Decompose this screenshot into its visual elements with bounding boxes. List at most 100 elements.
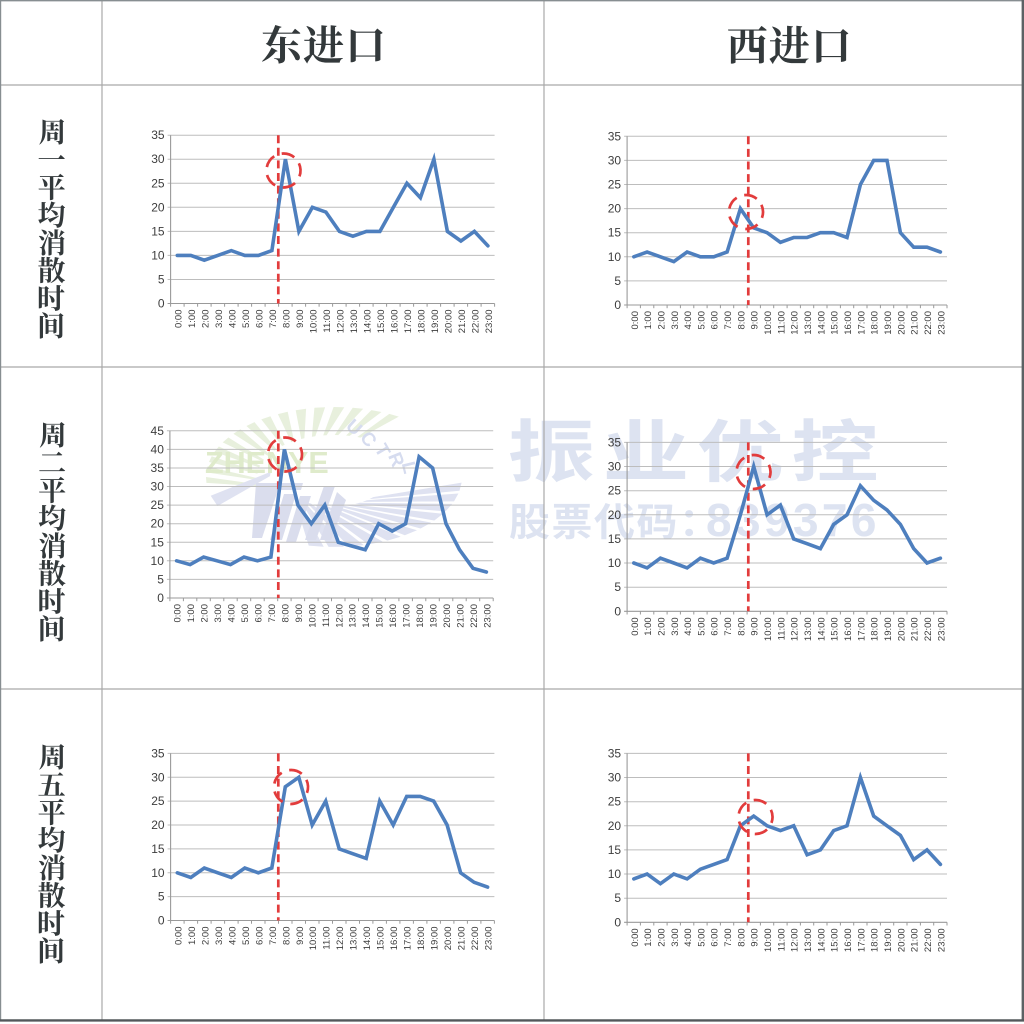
svg-text:22:00: 22:00 bbox=[470, 927, 481, 951]
svg-text:10: 10 bbox=[608, 556, 622, 570]
svg-text:10: 10 bbox=[151, 248, 165, 262]
svg-text:30: 30 bbox=[608, 153, 622, 167]
svg-text:6:00: 6:00 bbox=[710, 617, 721, 636]
svg-text:13:00: 13:00 bbox=[803, 928, 814, 952]
svg-text:12:00: 12:00 bbox=[335, 927, 346, 951]
svg-text:4:00: 4:00 bbox=[227, 310, 238, 329]
svg-text:10:00: 10:00 bbox=[307, 604, 318, 628]
svg-text:14:00: 14:00 bbox=[361, 604, 372, 628]
svg-text:6:00: 6:00 bbox=[254, 927, 265, 946]
svg-text:22:00: 22:00 bbox=[470, 310, 481, 334]
svg-text:11:00: 11:00 bbox=[322, 310, 333, 333]
svg-text:5: 5 bbox=[157, 572, 164, 586]
svg-text:20:00: 20:00 bbox=[443, 927, 454, 951]
svg-text:2:00: 2:00 bbox=[200, 927, 211, 946]
svg-text:11:00: 11:00 bbox=[321, 604, 332, 627]
svg-text:5: 5 bbox=[158, 273, 165, 287]
svg-text:19:00: 19:00 bbox=[429, 604, 440, 628]
svg-text:30: 30 bbox=[151, 152, 165, 166]
svg-text:35: 35 bbox=[151, 128, 165, 142]
svg-text:11:00: 11:00 bbox=[776, 617, 787, 640]
svg-text:15: 15 bbox=[608, 843, 622, 857]
svg-text:3:00: 3:00 bbox=[213, 604, 224, 623]
svg-text:25: 25 bbox=[151, 498, 165, 512]
svg-text:5:00: 5:00 bbox=[241, 927, 252, 946]
svg-text:15: 15 bbox=[151, 535, 165, 549]
svg-text:5:00: 5:00 bbox=[696, 617, 707, 636]
svg-text:2:00: 2:00 bbox=[656, 617, 667, 636]
svg-text:12:00: 12:00 bbox=[334, 604, 345, 628]
svg-text:3:00: 3:00 bbox=[214, 310, 225, 329]
svg-text:7:00: 7:00 bbox=[723, 928, 734, 947]
svg-text:16:00: 16:00 bbox=[843, 617, 854, 641]
svg-text:20: 20 bbox=[608, 202, 622, 216]
svg-text:13:00: 13:00 bbox=[803, 617, 814, 641]
svg-text:7:00: 7:00 bbox=[723, 617, 734, 636]
svg-text:15: 15 bbox=[151, 842, 165, 856]
svg-text:20:00: 20:00 bbox=[443, 310, 454, 334]
svg-text:8:00: 8:00 bbox=[736, 928, 747, 947]
svg-text:9:00: 9:00 bbox=[750, 928, 761, 947]
svg-text:18:00: 18:00 bbox=[870, 617, 881, 641]
svg-text:23:00: 23:00 bbox=[936, 311, 947, 335]
svg-text:20: 20 bbox=[151, 517, 165, 531]
svg-text:1:00: 1:00 bbox=[187, 927, 198, 946]
svg-text:23:00: 23:00 bbox=[936, 617, 947, 641]
svg-text:21:00: 21:00 bbox=[910, 617, 921, 641]
svg-text:9:00: 9:00 bbox=[750, 311, 761, 330]
svg-text:10: 10 bbox=[151, 554, 165, 568]
svg-text:0:00: 0:00 bbox=[173, 927, 184, 946]
svg-text:30: 30 bbox=[151, 480, 165, 494]
svg-text:2:00: 2:00 bbox=[656, 928, 667, 947]
svg-text:3:00: 3:00 bbox=[670, 617, 681, 636]
svg-text:5:00: 5:00 bbox=[240, 604, 251, 623]
svg-text:16:00: 16:00 bbox=[843, 928, 854, 952]
svg-text:35: 35 bbox=[151, 746, 165, 760]
svg-text:11:00: 11:00 bbox=[776, 311, 787, 334]
svg-text:3:00: 3:00 bbox=[670, 311, 681, 330]
svg-text:6:00: 6:00 bbox=[710, 311, 721, 330]
svg-text:0: 0 bbox=[157, 591, 164, 605]
svg-text:15:00: 15:00 bbox=[376, 927, 387, 951]
svg-text:4:00: 4:00 bbox=[683, 928, 694, 947]
svg-text:0:00: 0:00 bbox=[630, 928, 641, 947]
svg-text:5: 5 bbox=[614, 274, 621, 288]
svg-text:19:00: 19:00 bbox=[883, 617, 894, 641]
svg-text:23:00: 23:00 bbox=[482, 604, 493, 628]
svg-text:14:00: 14:00 bbox=[816, 617, 827, 641]
svg-text:9:00: 9:00 bbox=[750, 617, 761, 636]
svg-text:19:00: 19:00 bbox=[883, 311, 894, 335]
svg-text:15:00: 15:00 bbox=[830, 311, 841, 335]
svg-text:14:00: 14:00 bbox=[816, 311, 827, 335]
svg-text:25: 25 bbox=[608, 484, 622, 498]
svg-text:ZHENYE: ZHENYE bbox=[205, 446, 329, 480]
svg-text:22:00: 22:00 bbox=[923, 617, 934, 641]
svg-text:15:00: 15:00 bbox=[830, 928, 841, 952]
svg-text:21:00: 21:00 bbox=[910, 311, 921, 335]
svg-text:16:00: 16:00 bbox=[388, 604, 399, 628]
svg-text:20: 20 bbox=[608, 819, 622, 833]
svg-text:1:00: 1:00 bbox=[186, 604, 197, 623]
svg-text:17:00: 17:00 bbox=[856, 311, 867, 335]
svg-text:16:00: 16:00 bbox=[389, 310, 400, 334]
svg-text:4:00: 4:00 bbox=[683, 311, 694, 330]
svg-text:5: 5 bbox=[614, 891, 621, 905]
svg-text:35: 35 bbox=[151, 461, 165, 475]
svg-text:14:00: 14:00 bbox=[816, 928, 827, 952]
svg-text:35: 35 bbox=[608, 435, 622, 449]
svg-text:5:00: 5:00 bbox=[241, 310, 252, 329]
svg-text:4:00: 4:00 bbox=[227, 927, 238, 946]
svg-text:0:00: 0:00 bbox=[173, 310, 184, 329]
svg-text:22:00: 22:00 bbox=[923, 311, 934, 335]
svg-text:8:00: 8:00 bbox=[736, 311, 747, 330]
svg-text:10:00: 10:00 bbox=[308, 927, 319, 951]
svg-text:25: 25 bbox=[608, 795, 622, 809]
svg-text:20:00: 20:00 bbox=[442, 604, 453, 628]
svg-text:25: 25 bbox=[151, 176, 165, 190]
svg-text:17:00: 17:00 bbox=[402, 604, 413, 628]
svg-text:20: 20 bbox=[608, 508, 622, 522]
svg-text:8:00: 8:00 bbox=[280, 604, 291, 623]
svg-text:13:00: 13:00 bbox=[803, 311, 814, 335]
svg-text:20:00: 20:00 bbox=[896, 928, 907, 952]
svg-text:8:00: 8:00 bbox=[281, 927, 292, 946]
